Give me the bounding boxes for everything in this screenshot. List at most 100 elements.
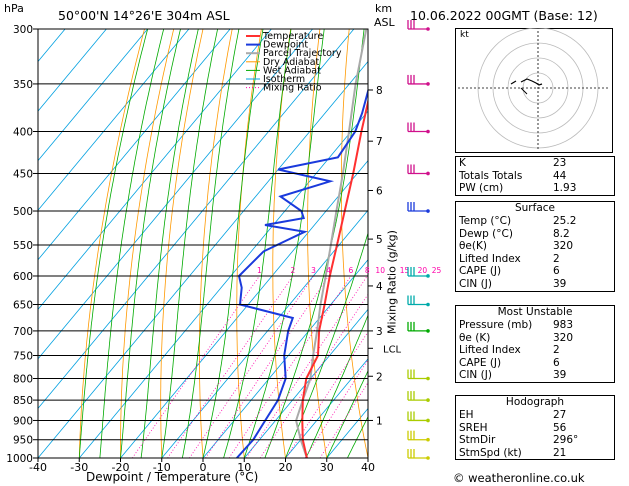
hodograph-param-row: EH 27 xyxy=(456,409,614,422)
km-tick-label: 6 xyxy=(376,185,383,197)
pressure-tick-label: 950 xyxy=(13,435,33,447)
index-label: K xyxy=(459,157,466,169)
x-tick-label: 40 xyxy=(361,461,375,474)
hodograph-param-value: 296° xyxy=(553,434,579,447)
km-tick-label: 5 xyxy=(376,234,383,246)
pressure-tick-label: 800 xyxy=(13,373,33,385)
legend-label: Temperature xyxy=(262,31,323,42)
dry-adiabat-line xyxy=(406,29,451,458)
mixing-ratio-label: 6 xyxy=(349,266,354,275)
mixing-ratio-label: 25 xyxy=(432,266,442,275)
x-tick-label: 30 xyxy=(320,461,334,474)
most-unstable-box: Most Unstable Pressure (mb) 983 θe (K) 320 L… xyxy=(455,305,615,383)
most-unstable-row: θe (K) 320 xyxy=(456,332,614,345)
indices-box: K 23 Totals Totals 44 PW (cm) 1.93 xyxy=(455,156,615,196)
wind-barb-dot xyxy=(426,27,430,31)
pressure-tick-label: 550 xyxy=(13,240,33,252)
pressure-tick-label: 850 xyxy=(13,395,33,407)
surface-box: Surface Temp (°C) 25.2 Dewp (°C) 8.2 θe(K) 32… xyxy=(455,201,615,292)
hodograph-table-box: Hodograph EH 27 SREH 56 StmDir 296° StmSpd (kt… xyxy=(455,395,615,461)
index-value: 23 xyxy=(553,157,567,169)
wind-barb-dot xyxy=(426,376,430,381)
isotherm-line xyxy=(120,160,368,458)
km-tick-label: 7 xyxy=(376,136,383,148)
pressure-tick-label: 450 xyxy=(13,168,33,180)
index-row: PW (cm) 1.93 xyxy=(456,182,614,195)
surface-value: 8.2 xyxy=(553,227,570,240)
legend-label: Isotherm xyxy=(263,74,305,85)
surface-label: Lifted Index xyxy=(459,252,521,265)
most-unstable-value: 983 xyxy=(553,319,574,331)
surface-label: θe(K) xyxy=(459,240,487,253)
isotherm-line xyxy=(38,29,355,410)
isotherm-line xyxy=(38,60,368,458)
hodograph-table-title: Hodograph xyxy=(505,396,565,408)
most-unstable-label: θe (K) xyxy=(459,331,491,344)
hodograph-param-value: 21 xyxy=(553,446,567,459)
surface-row: CIN (J) 39 xyxy=(456,278,614,291)
wet-adiabat-line xyxy=(120,29,181,458)
pressure-tick-label: 350 xyxy=(13,79,33,91)
x-tick-label: -30 xyxy=(70,461,88,474)
wet-adiabat-line xyxy=(305,314,368,458)
km-tick-label: 2 xyxy=(376,371,383,383)
isotherm-line xyxy=(38,29,148,162)
hodograph-kt-label: kt xyxy=(460,30,469,40)
pressure-tick-label: 500 xyxy=(13,206,33,218)
surface-label: CIN (J) xyxy=(459,277,492,290)
most-unstable-value: 320 xyxy=(553,331,574,344)
x-tick-label: 0 xyxy=(200,461,207,474)
wind-barb-dot xyxy=(426,274,430,278)
legend-label: Mixing Ratio xyxy=(263,83,322,94)
most-unstable-label: Lifted Index xyxy=(459,344,521,357)
hodograph xyxy=(455,28,613,153)
most-unstable-row: Pressure (mb) 983 xyxy=(456,319,614,332)
pressure-tick-label: 400 xyxy=(13,127,33,139)
surface-value: 2 xyxy=(553,252,560,265)
wet-adiabat-line xyxy=(78,29,149,458)
surface-label: CAPE (J) xyxy=(459,265,502,278)
wind-barb-dot xyxy=(426,437,430,442)
hodograph-param-value: 56 xyxy=(553,421,567,434)
hodograph-param-row: StmSpd (kt) 21 xyxy=(456,447,614,460)
most-unstable-title: Most Unstable xyxy=(497,306,573,318)
legend-label: Wet Adiabat xyxy=(263,65,321,76)
dry-adiabat-line xyxy=(78,29,145,458)
surface-row: CAPE (J) 6 xyxy=(456,265,614,278)
surface-label: Dewp (°C) xyxy=(459,227,513,240)
most-unstable-label: Pressure (mb) xyxy=(459,319,533,331)
surface-value: 39 xyxy=(553,277,567,290)
mixing-ratio-label: 20 xyxy=(418,266,428,275)
pressure-tick-label: 650 xyxy=(13,300,33,312)
index-label: PW (cm) xyxy=(459,182,504,195)
isotherm-line xyxy=(38,29,231,261)
hodograph-param-label: EH xyxy=(459,409,474,421)
isotherm-line xyxy=(161,209,368,458)
index-value: 44 xyxy=(553,169,567,182)
surface-value: 6 xyxy=(553,265,560,278)
wind-barb-dot xyxy=(426,82,430,86)
hodograph-param-label: StmDir xyxy=(459,434,496,447)
index-label: Totals Totals xyxy=(459,169,523,182)
wind-barb-dot xyxy=(426,329,430,333)
x-tick-label: -40 xyxy=(29,461,47,474)
mixing-ratio-label: 1 xyxy=(257,266,262,275)
dry-adiabat-line xyxy=(160,29,204,458)
mixing-ratio-line xyxy=(228,275,352,458)
hpa-label: hPa xyxy=(4,2,24,15)
km-tick-label: 3 xyxy=(376,326,383,338)
pressure-tick-label: 300 xyxy=(13,24,33,36)
mixing-ratio-label: 8 xyxy=(365,266,370,275)
x-tick-label: -20 xyxy=(112,461,130,474)
hodograph-param-row: SREH 56 xyxy=(456,422,614,435)
mixing-ratio-label: 10 xyxy=(375,266,385,275)
most-unstable-value: 39 xyxy=(553,369,567,382)
wind-barb-dot xyxy=(426,302,430,307)
pressure-tick-label: 600 xyxy=(13,271,33,283)
index-row: K 23 xyxy=(456,157,614,170)
most-unstable-value: 6 xyxy=(553,356,560,369)
credit: © weatheronline.co.uk xyxy=(453,471,585,485)
pressure-tick-label: 700 xyxy=(13,326,33,338)
wet-adiabat-line xyxy=(182,29,240,458)
